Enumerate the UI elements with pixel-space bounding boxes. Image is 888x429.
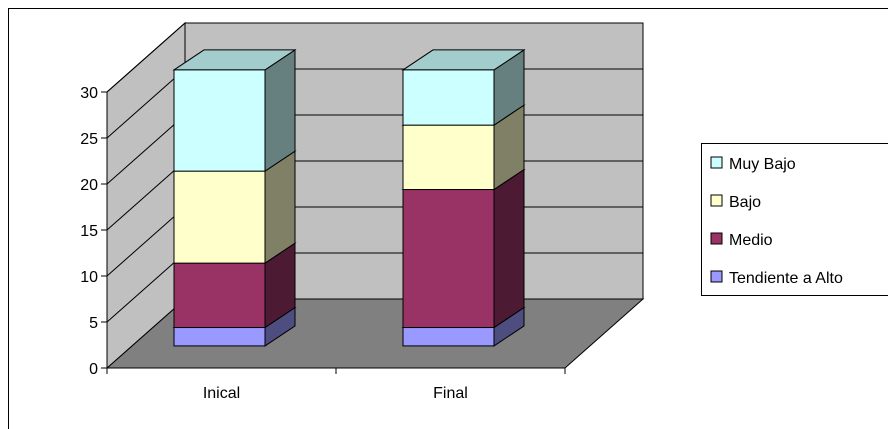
legend-swatch: [710, 194, 723, 207]
bar-segment: [172, 48, 297, 173]
bar-front-face: [173, 170, 266, 264]
category-label: Final: [433, 385, 468, 402]
y-tick-label: 15: [80, 223, 98, 240]
category-label: Inical: [203, 385, 240, 402]
bar-front-face: [173, 69, 266, 172]
bar-front-face: [173, 262, 266, 329]
bar-segment: [401, 48, 526, 127]
bar-side-face: [493, 168, 525, 329]
legend-label: Bajo: [729, 194, 761, 211]
bar-front-face: [173, 327, 266, 347]
legend-swatch: [710, 156, 723, 169]
y-tick-label: 25: [80, 131, 98, 148]
y-tick-label: 10: [80, 269, 98, 286]
bar-side-face: [264, 48, 296, 173]
bar-front-face: [402, 189, 495, 329]
bar-segment: [401, 168, 526, 329]
legend-label: Tendiente a Alto: [729, 270, 843, 287]
bar-front-face: [402, 327, 495, 347]
y-tick-label: 0: [89, 361, 98, 378]
bar-front-face: [402, 69, 495, 126]
gridline: [106, 22, 643, 93]
y-tick-label: 20: [80, 177, 98, 194]
legend-swatch: [710, 232, 723, 245]
legend-box: [701, 143, 888, 296]
y-tick-label: 5: [89, 315, 98, 332]
legend-label: Medio: [729, 232, 773, 249]
legend: Muy Bajo Bajo Medio Tendiente a Alto: [701, 143, 888, 296]
bar-front-face: [402, 124, 495, 191]
y-tick-label: 30: [80, 85, 98, 102]
legend-label: Muy Bajo: [729, 156, 796, 173]
legend-swatch: [710, 270, 723, 283]
plot-area: 0 5 10 15 20 25 30 Inical Final: [80, 21, 645, 402]
